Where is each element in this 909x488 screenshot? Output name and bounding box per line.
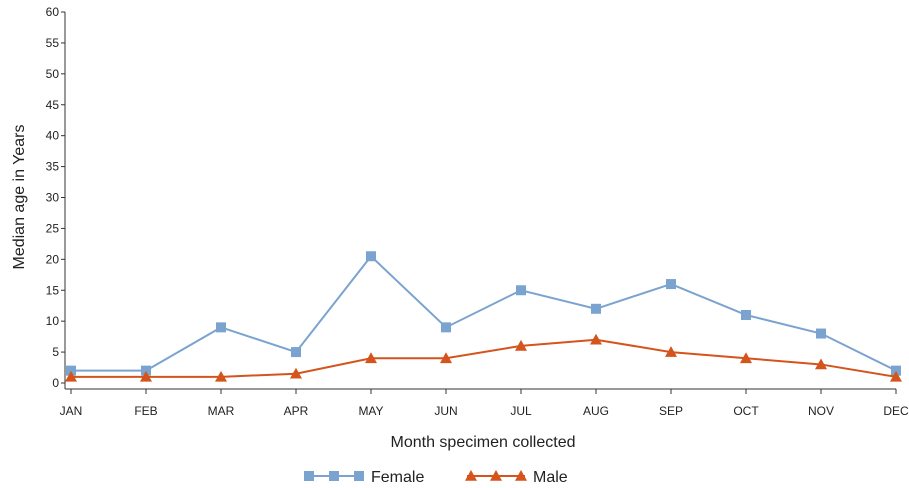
data-point-female — [66, 365, 76, 376]
data-point-male — [740, 352, 752, 364]
x-tick-label: FEB — [134, 404, 157, 418]
y-tick-label: 15 — [46, 283, 60, 297]
data-point-male — [890, 370, 902, 382]
legend-marker-male — [490, 470, 502, 481]
x-tick-label: DEC — [883, 404, 909, 418]
y-tick-label: 10 — [46, 314, 60, 328]
data-point-female — [216, 322, 226, 333]
data-point-female — [141, 365, 151, 376]
y-tick-label: 40 — [46, 129, 60, 143]
data-point-male — [290, 367, 302, 379]
data-point-male — [815, 358, 827, 370]
data-point-female — [741, 309, 751, 320]
data-point-female — [591, 303, 601, 314]
x-tick-label: AUG — [583, 404, 609, 418]
y-axis-title: Median age in Years — [11, 125, 28, 270]
data-point-female — [441, 322, 451, 333]
y-tick-label: 20 — [46, 252, 60, 266]
data-point-male — [440, 352, 452, 364]
series-layer — [65, 251, 902, 382]
legend-label-female: Female — [371, 469, 424, 486]
x-tick-label: JAN — [60, 404, 83, 418]
legend: Female Male — [304, 469, 568, 486]
legend-item-female: Female — [304, 469, 424, 486]
x-tick-label: JUL — [510, 404, 532, 418]
legend-marker-male — [465, 470, 477, 481]
data-point-female — [666, 279, 676, 290]
legend-marker-female — [304, 471, 314, 481]
legend-label-male: Male — [533, 469, 568, 486]
x-axis-title: Month specimen collected — [391, 434, 576, 451]
series-line-female — [71, 254, 897, 372]
series-line-male — [71, 338, 897, 378]
x-tick-label: SEP — [659, 404, 683, 418]
data-point-male — [365, 352, 377, 364]
data-point-female — [891, 365, 901, 376]
y-tick-label: 25 — [46, 221, 60, 235]
data-point-male — [215, 370, 227, 382]
data-point-male — [65, 370, 77, 382]
legend-marker-male — [515, 470, 527, 481]
series-female — [66, 251, 901, 376]
x-tick-label: NOV — [808, 404, 834, 418]
data-point-male — [515, 339, 527, 351]
legend-item-male: Male — [465, 469, 568, 486]
legend-marker-female — [354, 471, 364, 481]
legend-marker-female — [329, 471, 339, 481]
x-tick-label: OCT — [733, 404, 759, 418]
x-tick-label: MAR — [208, 404, 235, 418]
x-axis: JAN FEB MAR APR MAY JUN JUL AUG SEP OCT NOV DEC — [60, 388, 909, 418]
y-tick-label: 30 — [46, 191, 60, 205]
series-male — [65, 333, 902, 382]
x-tick-label: APR — [284, 404, 309, 418]
data-point-female — [816, 328, 826, 339]
y-axis: 0 5 10 15 20 25 30 35 40 45 50 55 60 — [46, 5, 66, 390]
y-tick-label: 60 — [46, 5, 60, 19]
data-point-male — [590, 333, 602, 345]
x-tick-label: JUN — [434, 404, 457, 418]
y-tick-label: 0 — [52, 376, 59, 390]
y-tick-label: 50 — [46, 67, 60, 81]
data-point-female — [291, 347, 301, 358]
data-point-male — [665, 346, 677, 357]
y-tick-label: 45 — [46, 98, 60, 112]
y-tick-label: 35 — [46, 160, 60, 174]
y-tick-label: 55 — [46, 36, 60, 50]
data-point-female — [516, 285, 526, 296]
x-tick-label: MAY — [358, 404, 383, 418]
data-point-female — [366, 251, 376, 262]
data-point-male — [140, 370, 152, 382]
y-tick-label: 5 — [52, 345, 59, 359]
